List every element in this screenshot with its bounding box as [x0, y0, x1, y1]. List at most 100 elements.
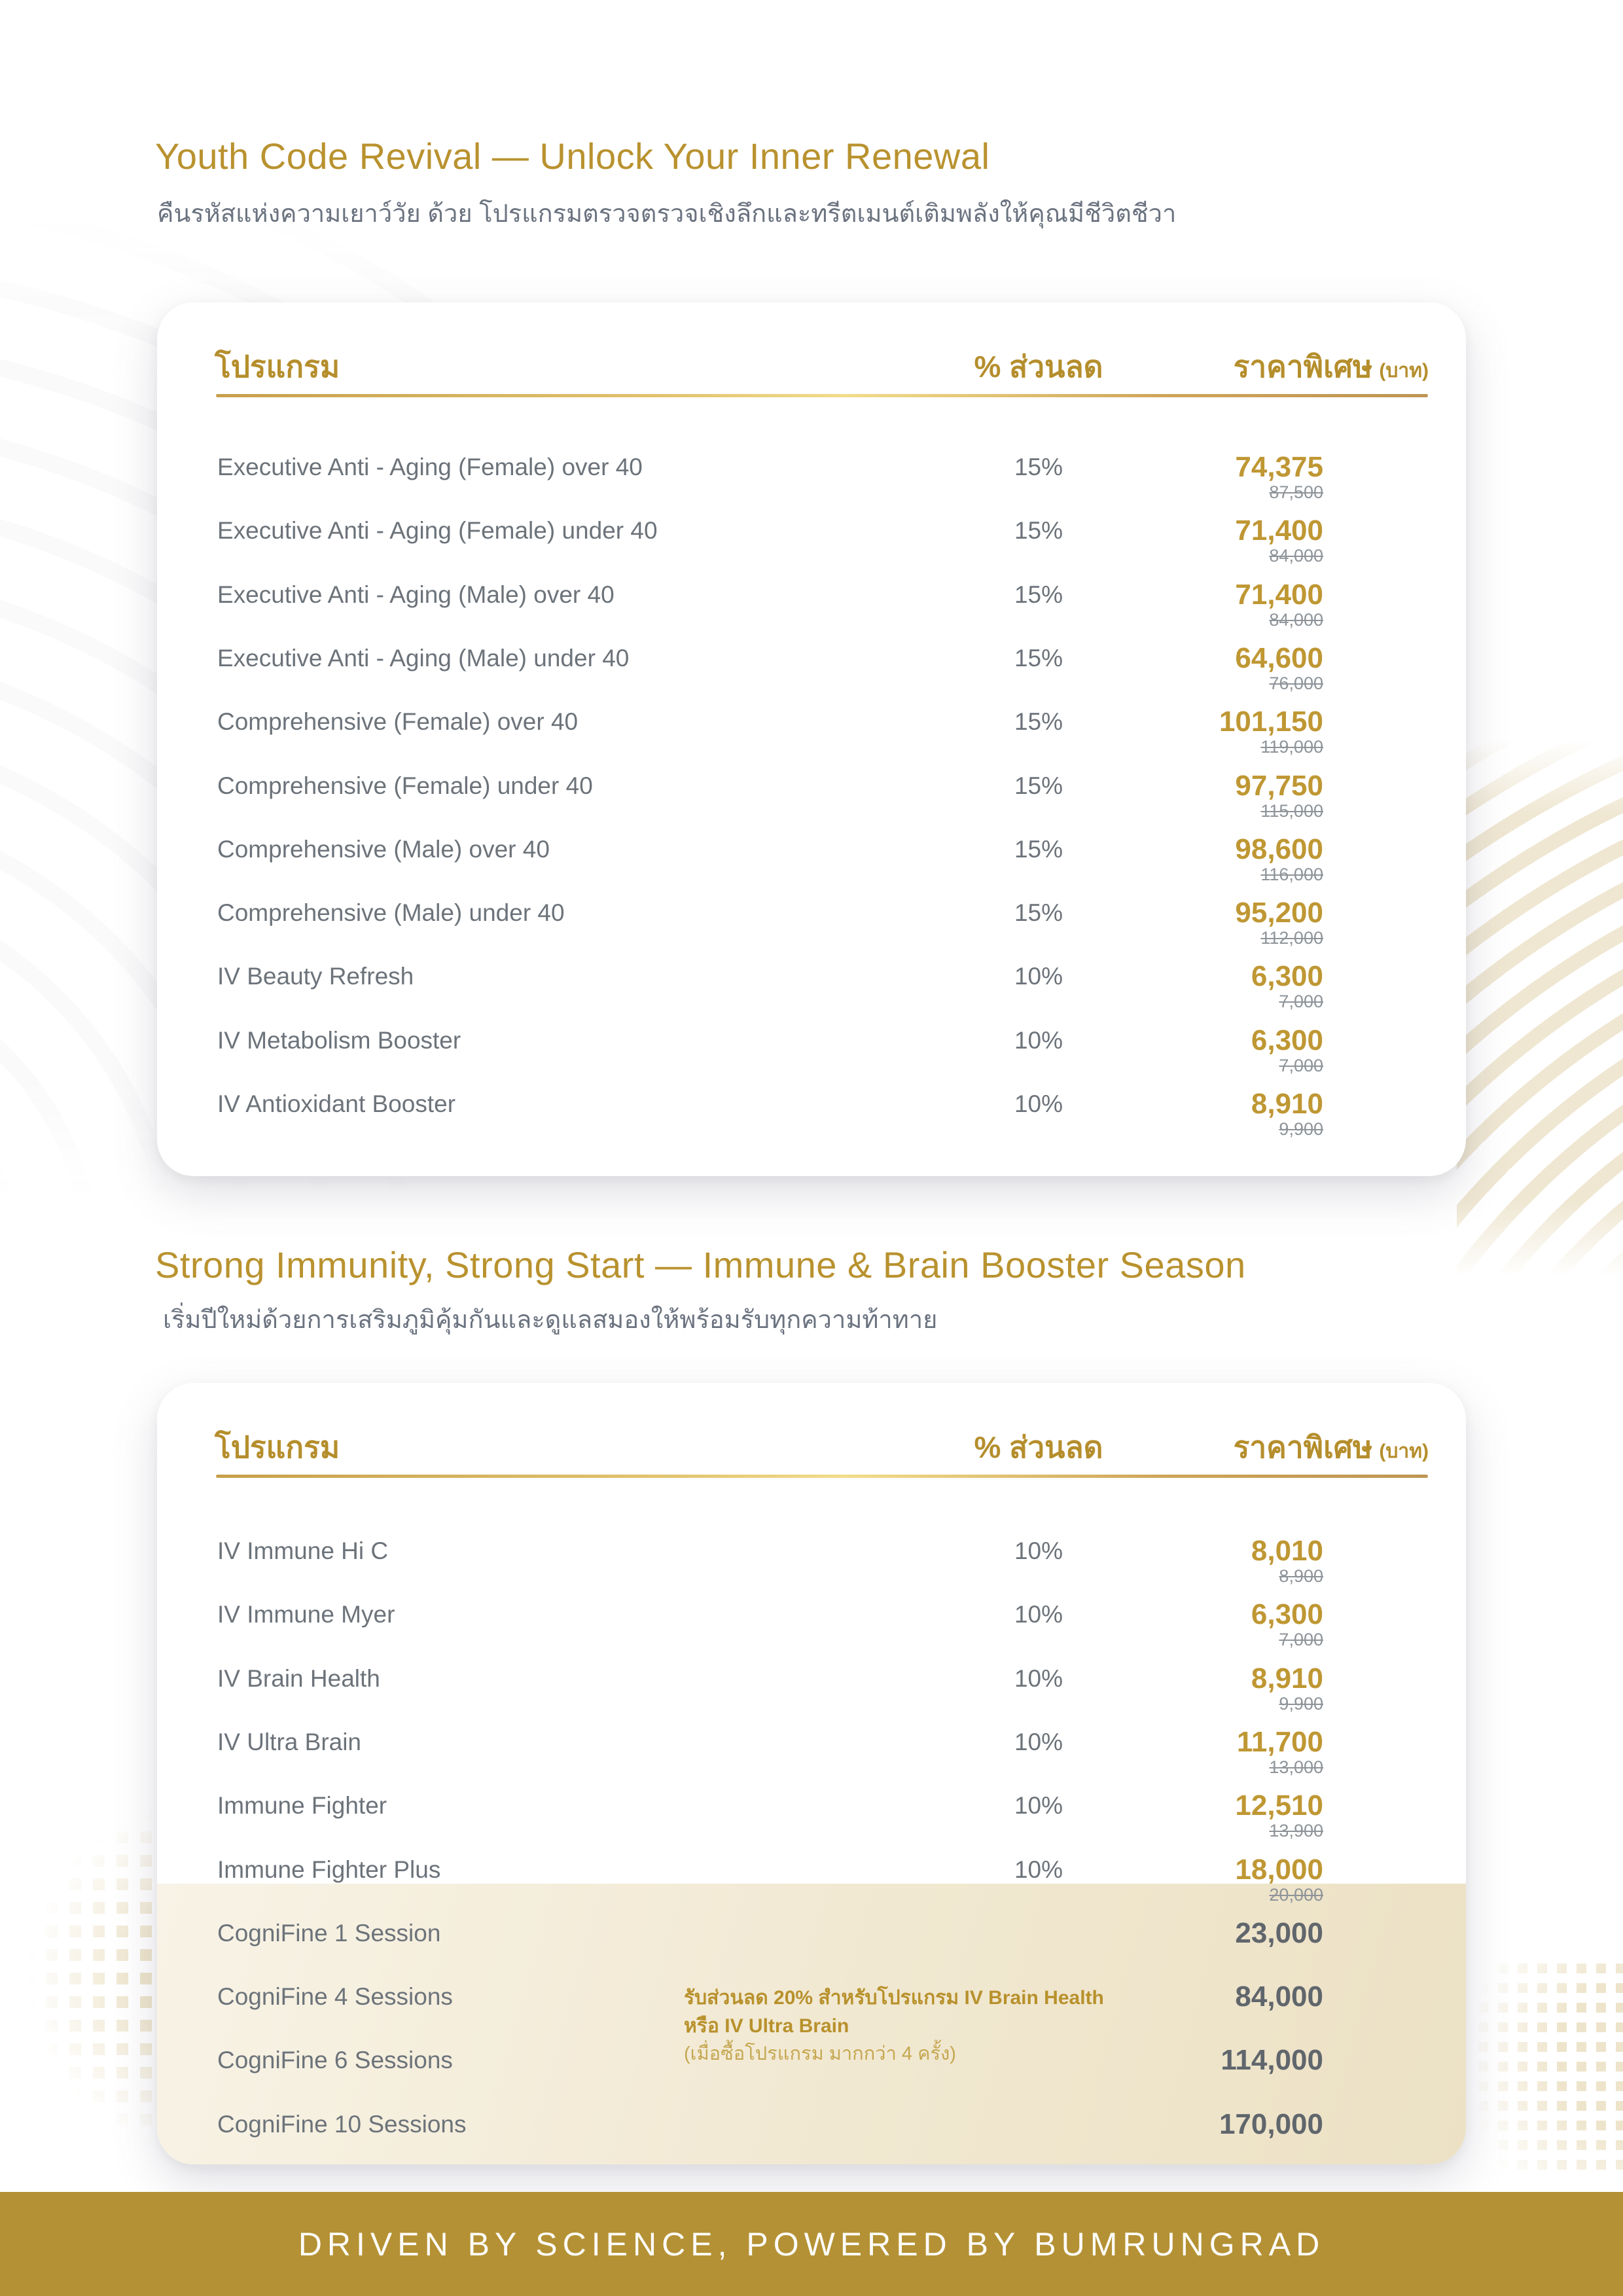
table-row: IV Ultra Brain 10% 11,700 13,000 [157, 1710, 1466, 1777]
column-header-price-unit: (บาท) [1379, 1441, 1429, 1462]
program-name: IV Metabolism Booster [217, 1027, 461, 1054]
special-price: 6,300 [1251, 1024, 1323, 1056]
special-price: 74,375 [1235, 451, 1323, 483]
special-price: 6,300 [1251, 1598, 1323, 1630]
program-name: Executive Anti - Aging (Female) under 40 [217, 517, 658, 544]
column-header-price: ราคาพิเศษ (บาท) [1234, 343, 1429, 391]
gold-divider [216, 394, 1428, 397]
program-name: Executive Anti - Aging (Female) over 40 [217, 454, 643, 480]
original-price: 8,900 [1279, 1566, 1323, 1586]
original-price: 20,000 [1269, 1885, 1323, 1905]
original-price: 119,000 [1260, 737, 1323, 757]
table-row: IV Immune Hi C 10% 8,010 8,900 [157, 1519, 1466, 1586]
discount-value: 15% [1014, 899, 1063, 926]
table-row: CogniFine 6 Sessions 114,000 [157, 2028, 1466, 2092]
program-name: Executive Anti - Aging (Male) over 40 [217, 581, 615, 608]
table-row: Comprehensive (Female) over 40 15% 101,1… [157, 690, 1466, 757]
section1-subtitle: คืนรหัสแห่งความเยาว์วัย ด้วย โปรแกรมตรวจ… [157, 200, 1177, 228]
special-price: 71,400 [1235, 514, 1323, 547]
special-price: 12,510 [1235, 1789, 1323, 1821]
concentric-rings-decoration-right [1457, 740, 1623, 1276]
column-header-discount: % ส่วนลด [974, 350, 1103, 384]
table-row: IV Brain Health 10% 8,910 9,900 [157, 1647, 1466, 1713]
special-price: 71,400 [1235, 579, 1323, 611]
footer-bar: DRIVEN BY SCIENCE, POWERED BY BUMRUNGRAD [0, 2192, 1623, 2296]
special-price: 8,910 [1251, 1662, 1323, 1695]
original-price: 13,900 [1269, 1821, 1323, 1840]
discount-value: 15% [1014, 772, 1063, 799]
original-price: 84,000 [1269, 610, 1323, 630]
original-price: 76,000 [1269, 673, 1323, 693]
discount-value: 15% [1014, 836, 1063, 863]
discount-value: 10% [1014, 1729, 1063, 1755]
program-name: Comprehensive (Female) over 40 [217, 708, 579, 735]
discount-value: 10% [1014, 1601, 1063, 1628]
program-name: CogniFine 6 Sessions [217, 2047, 453, 2073]
program-name: CogniFine 1 Session [217, 1920, 441, 1946]
original-price: 9,900 [1279, 1119, 1323, 1139]
special-price: 64,600 [1235, 642, 1323, 674]
program-name: Immune Fighter Plus [217, 1856, 441, 1883]
special-price: 114,000 [1221, 2044, 1323, 2076]
program-name: IV Ultra Brain [217, 1729, 362, 1755]
discount-value: 10% [1014, 1792, 1063, 1819]
original-price: 7,000 [1279, 992, 1323, 1011]
special-price: 84,000 [1235, 1981, 1323, 2013]
discount-value: 15% [1014, 454, 1063, 480]
discount-value: 10% [1014, 1027, 1063, 1054]
column-header-program: โปรแกรม [215, 1430, 340, 1464]
program-name: CogniFine 4 Sessions [217, 1983, 453, 2010]
discount-value: 15% [1014, 581, 1063, 608]
discount-value: 10% [1014, 1856, 1063, 1883]
original-price: 112,000 [1260, 928, 1323, 948]
special-price: 170,000 [1219, 2108, 1323, 2140]
table-row: Comprehensive (Male) over 40 15% 98,600 … [157, 817, 1466, 884]
section2-subtitle: เริ่มปีใหม่ด้วยการเสริมภูมิคุ้มกันและดูแ… [163, 1306, 938, 1334]
table-row: Comprehensive (Male) under 40 15% 95,200… [157, 881, 1466, 948]
discount-value: 15% [1014, 708, 1063, 735]
table-row: Executive Anti - Aging (Male) over 40 15… [157, 563, 1466, 630]
cognifine-discount-note: รับส่วนลด 20% สำหรับโปรแกรม IV Brain Hea… [684, 1984, 1116, 2068]
program-name: Immune Fighter [217, 1792, 387, 1819]
special-price: 8,910 [1251, 1088, 1323, 1120]
program-name: IV Immune Myer [217, 1601, 395, 1628]
table-row: IV Beauty Refresh 10% 6,300 7,000 [157, 944, 1466, 1011]
original-price: 7,000 [1279, 1056, 1323, 1075]
original-price: 84,000 [1269, 546, 1323, 565]
note-line-1: รับส่วนลด 20% สำหรับโปรแกรม IV Brain Hea… [684, 1987, 1104, 2009]
original-price: 7,000 [1279, 1630, 1323, 1649]
column-header-discount: % ส่วนลด [974, 1430, 1103, 1464]
section2-title: Strong Immunity, Strong Start — Immune &… [155, 1244, 1246, 1285]
program-name: Executive Anti - Aging (Male) under 40 [217, 645, 630, 672]
special-price: 18,000 [1235, 1854, 1323, 1886]
program-name: IV Brain Health [217, 1665, 380, 1692]
discount-value: 10% [1014, 1090, 1063, 1117]
program-name: CogniFine 10 Sessions [217, 2111, 467, 2138]
gold-divider [216, 1475, 1428, 1478]
discount-value: 10% [1014, 963, 1063, 990]
special-price: 95,200 [1235, 897, 1323, 929]
program-name: IV Beauty Refresh [217, 963, 414, 990]
special-price: 101,150 [1219, 706, 1323, 738]
special-price: 97,750 [1235, 770, 1323, 802]
program-name: IV Immune Hi C [217, 1537, 389, 1564]
special-price: 98,600 [1235, 833, 1323, 865]
column-header-price-label: ราคาพิเศษ [1233, 1430, 1373, 1464]
table-row: Comprehensive (Female) under 40 15% 97,7… [157, 754, 1466, 821]
program-name: IV Antioxidant Booster [217, 1090, 456, 1117]
program-name: Comprehensive (Male) over 40 [217, 836, 550, 863]
column-header-price-unit: (บาท) [1379, 360, 1429, 382]
footer-slogan: DRIVEN BY SCIENCE, POWERED BY BUMRUNGRAD [298, 2225, 1325, 2263]
table-row: CogniFine 10 Sessions 170,000 [157, 2092, 1466, 2156]
original-price: 13,000 [1269, 1757, 1323, 1777]
special-price: 6,300 [1251, 960, 1323, 992]
table-row: Immune Fighter 10% 12,510 13,900 [157, 1774, 1466, 1840]
column-header-program: โปรแกรม [215, 350, 340, 384]
table-row: Executive Anti - Aging (Female) over 40 … [157, 435, 1466, 502]
discount-value: 10% [1014, 1537, 1063, 1564]
table-row: Executive Anti - Aging (Male) under 40 1… [157, 626, 1466, 693]
section1-price-card: โปรแกรม % ส่วนลด ราคาพิเศษ (บาท) Executiv… [157, 302, 1466, 1176]
discount-value: 10% [1014, 1665, 1063, 1692]
original-price: 9,900 [1279, 1694, 1323, 1713]
